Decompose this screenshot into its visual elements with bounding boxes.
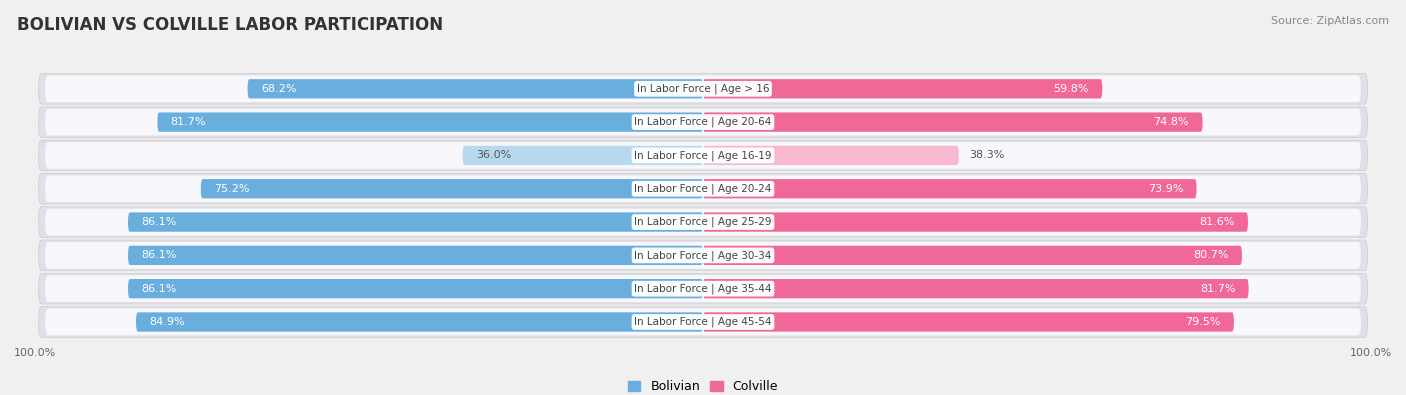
FancyBboxPatch shape (703, 279, 1249, 298)
Text: 38.3%: 38.3% (969, 150, 1004, 160)
FancyBboxPatch shape (703, 312, 1234, 332)
Text: BOLIVIAN VS COLVILLE LABOR PARTICIPATION: BOLIVIAN VS COLVILLE LABOR PARTICIPATION (17, 16, 443, 34)
Text: 73.9%: 73.9% (1147, 184, 1184, 194)
Text: In Labor Force | Age 30-34: In Labor Force | Age 30-34 (634, 250, 772, 261)
FancyBboxPatch shape (45, 75, 1361, 102)
Text: In Labor Force | Age 35-44: In Labor Force | Age 35-44 (634, 284, 772, 294)
FancyBboxPatch shape (38, 73, 1368, 104)
FancyBboxPatch shape (201, 179, 703, 198)
FancyBboxPatch shape (38, 307, 1368, 337)
FancyBboxPatch shape (703, 246, 1241, 265)
FancyBboxPatch shape (703, 179, 1197, 198)
FancyBboxPatch shape (38, 207, 1368, 237)
Text: 84.9%: 84.9% (149, 317, 186, 327)
Text: 86.1%: 86.1% (142, 250, 177, 260)
Text: Source: ZipAtlas.com: Source: ZipAtlas.com (1271, 16, 1389, 26)
FancyBboxPatch shape (136, 312, 703, 332)
FancyBboxPatch shape (703, 79, 1102, 98)
FancyBboxPatch shape (45, 109, 1361, 135)
FancyBboxPatch shape (247, 79, 703, 98)
Text: 81.7%: 81.7% (1199, 284, 1236, 294)
Text: 86.1%: 86.1% (142, 284, 177, 294)
Text: 81.7%: 81.7% (170, 117, 207, 127)
FancyBboxPatch shape (128, 279, 703, 298)
FancyBboxPatch shape (463, 146, 703, 165)
Text: 59.8%: 59.8% (1053, 84, 1090, 94)
Text: In Labor Force | Age 20-24: In Labor Force | Age 20-24 (634, 184, 772, 194)
Text: 36.0%: 36.0% (475, 150, 512, 160)
Text: 80.7%: 80.7% (1194, 250, 1229, 260)
FancyBboxPatch shape (45, 209, 1361, 235)
Text: 75.2%: 75.2% (214, 184, 250, 194)
FancyBboxPatch shape (38, 240, 1368, 271)
FancyBboxPatch shape (45, 142, 1361, 169)
FancyBboxPatch shape (703, 213, 1249, 232)
Text: In Labor Force | Age 20-64: In Labor Force | Age 20-64 (634, 117, 772, 127)
FancyBboxPatch shape (157, 113, 703, 132)
Text: 68.2%: 68.2% (262, 84, 297, 94)
FancyBboxPatch shape (45, 175, 1361, 202)
Text: 74.8%: 74.8% (1153, 117, 1189, 127)
FancyBboxPatch shape (45, 308, 1361, 335)
FancyBboxPatch shape (45, 242, 1361, 269)
Text: In Labor Force | Age 25-29: In Labor Force | Age 25-29 (634, 217, 772, 227)
Text: 81.6%: 81.6% (1199, 217, 1234, 227)
FancyBboxPatch shape (128, 246, 703, 265)
FancyBboxPatch shape (38, 273, 1368, 304)
FancyBboxPatch shape (703, 146, 959, 165)
FancyBboxPatch shape (38, 107, 1368, 137)
Text: In Labor Force | Age 16-19: In Labor Force | Age 16-19 (634, 150, 772, 161)
FancyBboxPatch shape (38, 140, 1368, 171)
Text: 86.1%: 86.1% (142, 217, 177, 227)
FancyBboxPatch shape (45, 275, 1361, 302)
Text: In Labor Force | Age > 16: In Labor Force | Age > 16 (637, 84, 769, 94)
Text: In Labor Force | Age 45-54: In Labor Force | Age 45-54 (634, 317, 772, 327)
Legend: Bolivian, Colville: Bolivian, Colville (623, 375, 783, 395)
FancyBboxPatch shape (128, 213, 703, 232)
Text: 79.5%: 79.5% (1185, 317, 1220, 327)
FancyBboxPatch shape (703, 113, 1202, 132)
FancyBboxPatch shape (38, 173, 1368, 204)
